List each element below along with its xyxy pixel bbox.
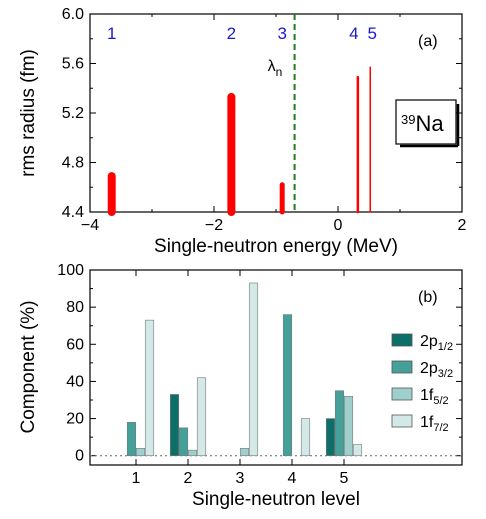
component-bar <box>187 449 198 457</box>
panel-a-y-tick-label: 6.0 <box>62 6 84 23</box>
panel-b-y-tick-label: 40 <box>66 373 84 390</box>
panel-a-y-tick-label: 4.8 <box>62 155 84 172</box>
panel-a-x-tick-label: −2 <box>205 217 223 234</box>
nucleus-symbol: Na <box>415 111 444 136</box>
legend-label: 1f5/2 <box>420 387 449 407</box>
panel-a-y-tick-label: 5.6 <box>62 56 84 73</box>
panel-b-x-tick-label: 2 <box>184 470 193 487</box>
component-bar <box>144 319 155 457</box>
panel-a-x-tick-label: 0 <box>334 217 343 234</box>
panel-a-label: (a) <box>418 33 438 50</box>
panel-b-axes: 0 20 40 60 80 100 1 2 3 4 5 <box>57 262 462 487</box>
panel-b-x-tick-label: 4 <box>288 470 297 487</box>
component-bar <box>352 444 363 457</box>
nucleus-label-box: 39Na <box>395 99 460 148</box>
level-label-1: 1 <box>107 24 116 43</box>
panel-b-label: (b) <box>418 289 438 306</box>
panel-b-x-axis-label: Single-neutron level <box>192 489 360 510</box>
panel-b-x-tick-label: 3 <box>236 470 245 487</box>
level-label-3: 3 <box>277 24 286 43</box>
fermi-level-symbol: λ <box>268 58 276 75</box>
panel-a-bars <box>107 66 371 216</box>
nucleus-mass-number: 39 <box>401 112 415 127</box>
nucleus-label: 39Na <box>401 111 444 136</box>
legend-label: 2p3/2 <box>420 360 453 380</box>
panel-b-y-tick-label: 80 <box>66 299 84 316</box>
legend-swatch <box>391 360 413 374</box>
panel-a-axes: −4 −2 0 2 4.4 4.8 5.2 5.6 6.0 <box>62 6 467 234</box>
component-bar <box>334 390 345 457</box>
legend-label-subscript: 3/2 <box>438 368 453 380</box>
component-bar <box>248 282 259 457</box>
level-label-5: 5 <box>368 24 377 43</box>
legend-swatch <box>391 414 413 428</box>
panel-b-y-tick-label: 60 <box>66 336 84 353</box>
legend-swatch <box>391 387 413 401</box>
legend-label: 2p1/2 <box>420 333 453 353</box>
component-bar <box>126 421 137 457</box>
panel-b-y-axis-label: Component (%) <box>18 300 39 433</box>
level-label-4: 4 <box>349 24 358 43</box>
legend-label-name: 1f <box>420 387 434 404</box>
panel-a-y-tick-label: 5.2 <box>62 105 84 122</box>
panel-a-y-axis-label: rms radius (fm) <box>18 49 39 177</box>
fermi-level-subscript: n <box>276 65 283 79</box>
component-bar <box>178 427 189 457</box>
legend-label-subscript: 1/2 <box>438 341 453 353</box>
component-bar <box>300 418 311 457</box>
component-bar <box>282 314 293 457</box>
legend-label-subscript: 7/2 <box>433 422 448 434</box>
panel-a-x-tick-label: 2 <box>458 217 467 234</box>
panel-a-x-tick-label: −4 <box>81 217 99 234</box>
component-bar <box>135 447 146 457</box>
nucleus-label-frame <box>395 99 457 145</box>
legend-label-subscript: 5/2 <box>433 395 448 407</box>
level-label-2: 2 <box>227 24 236 43</box>
component-bar <box>169 394 180 457</box>
panel-a-x-axis-label: Single-neutron energy (MeV) <box>154 236 398 257</box>
fermi-level-label: λn <box>268 58 283 79</box>
component-bar <box>325 418 336 457</box>
legend-label: 1f7/2 <box>420 414 449 434</box>
legend-label-name: 1f <box>420 414 434 431</box>
panel-b-frame <box>89 269 463 466</box>
legend-swatch <box>391 333 413 347</box>
panel-b-y-tick-label: 0 <box>75 448 84 465</box>
panel-b-bars <box>126 282 363 457</box>
panel-b-y-tick-label: 20 <box>66 411 84 428</box>
legend-label-name: 2p <box>420 360 438 377</box>
panel-a-y-tick-label: 4.4 <box>62 204 84 221</box>
component-bar <box>343 395 354 457</box>
panel-b-y-tick-label: 100 <box>57 262 84 279</box>
panel-b-x-tick-label: 5 <box>340 470 349 487</box>
component-bar <box>196 377 207 457</box>
panel-b-x-tick-label: 1 <box>132 470 141 487</box>
legend-label-name: 2p <box>420 333 438 350</box>
component-bar <box>239 447 250 457</box>
